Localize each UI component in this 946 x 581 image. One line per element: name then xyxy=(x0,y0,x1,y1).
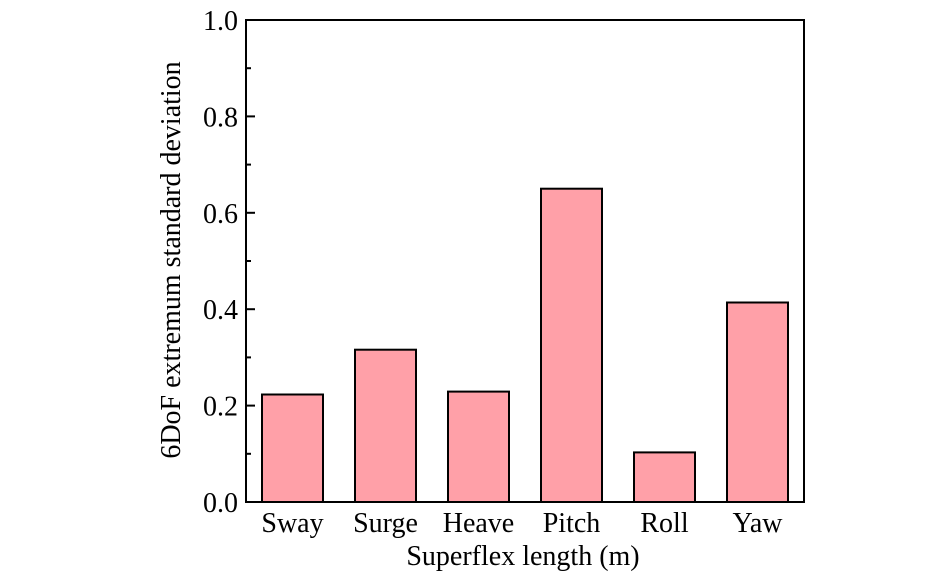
bar-heave xyxy=(447,390,510,504)
y-tick-label: 0.0 xyxy=(203,488,238,519)
bar-roll xyxy=(633,451,696,503)
bar-yaw xyxy=(726,301,789,503)
x-tick-label: Surge xyxy=(353,508,418,539)
y-tick-label: 0.2 xyxy=(203,392,238,423)
y-tick-label: 1.0 xyxy=(203,6,238,37)
y-tick-label: 0.6 xyxy=(203,199,238,230)
y-tick-label: 0.8 xyxy=(203,102,238,133)
x-tick-label: Yaw xyxy=(732,508,783,539)
y-tick-label: 0.4 xyxy=(203,295,238,326)
plot-frame xyxy=(245,19,805,503)
bar-surge xyxy=(354,348,417,504)
bars xyxy=(261,187,789,504)
x-tick-label: Pitch xyxy=(543,508,601,539)
y-axis-title: 6DoF extremum standard deviation xyxy=(156,61,187,458)
bar-sway xyxy=(261,393,324,503)
bar-pitch xyxy=(540,187,603,503)
x-tick-label: Roll xyxy=(640,508,688,539)
axes xyxy=(245,19,805,503)
labels: Sway Surge Heave Pitch Roll Yaw 0.0 0.2 0.4 0.6 0.… xyxy=(203,6,783,539)
x-axis-title: Superflex length (m) xyxy=(406,541,639,572)
x-tick-label: Heave xyxy=(443,508,515,539)
x-tick-label: Sway xyxy=(261,508,323,539)
